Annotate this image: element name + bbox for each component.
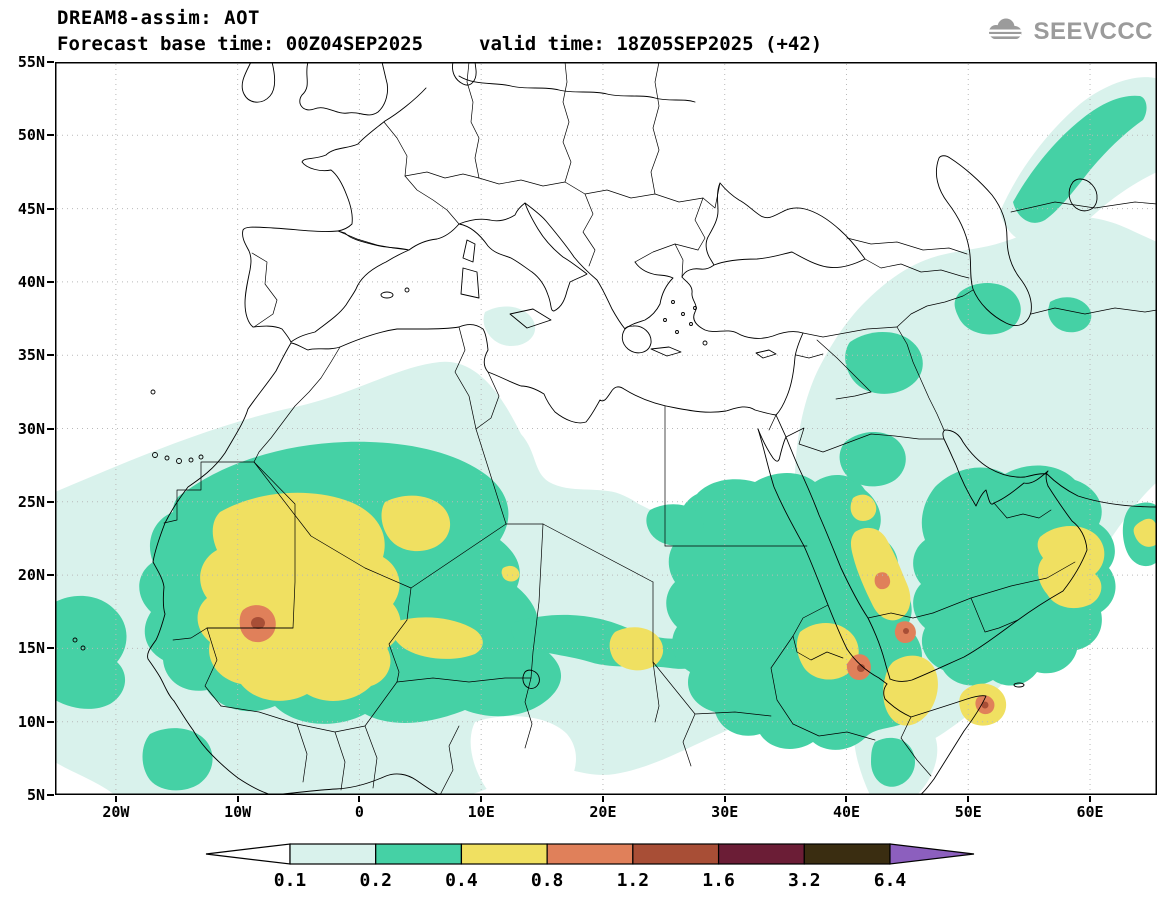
coastlines — [72, 62, 1157, 795]
x-tick-label: 20E — [589, 803, 617, 821]
seevccc-logo: SEEVCCC — [982, 16, 1153, 48]
graticule — [57, 64, 1155, 793]
x-tick-mark — [601, 796, 604, 802]
x-tick-label: 20W — [102, 803, 130, 821]
y-tick-mark — [47, 134, 54, 137]
x-tick-mark — [358, 796, 361, 802]
x-tick-mark — [723, 796, 726, 802]
aot-fill-level-0.4 — [197, 492, 1157, 726]
base-time-label: Forecast base time: 00Z04SEP2025 — [57, 33, 424, 55]
chart-subtitle: Forecast base time: 00Z04SEP2025 valid ti… — [57, 33, 822, 55]
map-plot-area — [55, 62, 1157, 795]
colorbar-label: 1.2 — [616, 870, 650, 891]
y-tick-mark — [47, 720, 54, 723]
y-tick-mark — [47, 427, 54, 430]
colorbar-label: 0.2 — [359, 870, 392, 891]
chart-title: DREAM8-assim: AOT — [57, 7, 260, 29]
cloud-icon — [982, 16, 1028, 48]
y-tick-label: 55N — [17, 53, 45, 71]
valid-time-label: valid time: 18Z05SEP2025 (+42) — [479, 33, 823, 55]
x-tick-label: 0 — [354, 803, 364, 821]
plot-frame — [55, 62, 1157, 795]
colorbar-label: 0.1 — [273, 870, 307, 891]
colorbar-label: 1.6 — [702, 870, 735, 891]
y-tick-label: 30N — [17, 419, 45, 438]
y-tick-label: 15N — [17, 639, 45, 658]
y-tick-label: 50N — [17, 126, 45, 145]
y-tick-mark — [47, 647, 54, 650]
x-tick-label: 30E — [711, 803, 739, 821]
y-tick-label: 45N — [17, 199, 45, 218]
y-tick-mark — [47, 500, 54, 503]
x-tick-mark — [114, 796, 117, 802]
y-tick-label: 25N — [17, 492, 45, 511]
y-tick-label: 40N — [17, 272, 45, 291]
y-tick-mark — [47, 354, 54, 357]
map-svg — [55, 62, 1157, 795]
y-tick-label: 20N — [17, 566, 45, 585]
x-tick-label: 10E — [467, 803, 495, 821]
colorbar-label: 0.4 — [445, 870, 478, 891]
y-tick-mark — [47, 794, 54, 796]
colorbar-label: 0.8 — [530, 870, 564, 891]
y-tick-mark — [47, 207, 54, 210]
colorbar-label: 3.2 — [788, 870, 821, 891]
x-tick-label: 60E — [1076, 803, 1104, 821]
x-tick-mark — [236, 796, 239, 802]
colorbar-svg — [205, 843, 975, 865]
x-tick-label: 40E — [832, 803, 861, 821]
y-tick-label: 5N — [26, 786, 45, 804]
y-tick-label: 10N — [17, 712, 45, 731]
y-tick-label: 35N — [17, 346, 45, 365]
x-tick-mark — [967, 796, 970, 802]
x-tick-label: 50E — [954, 803, 982, 821]
x-tick-mark — [480, 796, 483, 802]
aot-fill-below-min — [470, 406, 774, 795]
y-tick-mark — [47, 61, 54, 63]
y-tick-mark — [47, 280, 54, 283]
colorbar-label: 6.4 — [873, 870, 907, 891]
y-tick-mark — [47, 574, 54, 577]
x-tick-mark — [1089, 796, 1092, 802]
logo-text: SEEVCCC — [1033, 18, 1153, 45]
aot-fill-level-1.2 — [251, 617, 989, 709]
x-tick-label: 10W — [224, 803, 252, 821]
colorbar — [205, 843, 975, 865]
x-tick-mark — [845, 796, 848, 802]
country-borders — [163, 62, 1157, 795]
